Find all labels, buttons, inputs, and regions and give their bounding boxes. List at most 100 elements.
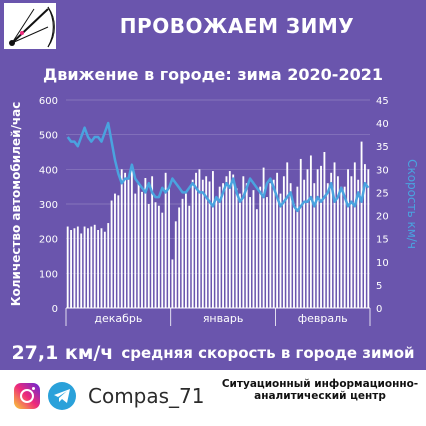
- bar: [252, 190, 255, 308]
- bar: [100, 228, 103, 308]
- bar: [154, 202, 157, 308]
- bar: [330, 172, 333, 308]
- bar: [309, 155, 312, 308]
- bar: [266, 197, 268, 308]
- bar: [97, 230, 100, 308]
- bar: [235, 188, 238, 308]
- bar: [144, 178, 147, 308]
- bar: [293, 204, 295, 308]
- bar: [80, 233, 83, 308]
- bar: [171, 259, 174, 308]
- bar: [353, 162, 356, 308]
- month-label: февраль: [298, 312, 348, 325]
- bar: [120, 169, 123, 308]
- bar: [350, 176, 353, 308]
- bar: [151, 176, 154, 308]
- y2-axis-label: Скорость км/ч: [405, 159, 419, 249]
- y-tick-label: 100: [39, 269, 58, 280]
- compass-logo: [4, 3, 56, 49]
- bar: [313, 183, 316, 308]
- y-tick-label: 600: [39, 96, 58, 107]
- bar: [134, 193, 137, 308]
- bar: [242, 176, 245, 308]
- banner-title: ПРОВОЖАЕМ ЗИМУ: [119, 14, 355, 38]
- y-tick-label: 200: [39, 235, 58, 246]
- y2-tick-label: 40: [376, 119, 389, 130]
- bar: [239, 193, 241, 308]
- bar: [360, 141, 363, 308]
- bar: [137, 183, 140, 308]
- bar: [364, 164, 366, 308]
- bar: [83, 226, 86, 308]
- bar: [333, 162, 336, 308]
- bar: [357, 179, 360, 308]
- bar: [157, 205, 160, 308]
- bar: [66, 226, 69, 308]
- y2-tick-label: 10: [376, 258, 389, 269]
- y2-tick-label: 35: [376, 142, 389, 153]
- bar: [147, 204, 150, 308]
- bar: [218, 186, 221, 308]
- bar: [110, 200, 113, 308]
- bar: [316, 169, 319, 308]
- bar: [168, 188, 170, 308]
- y-tick-label: 400: [39, 165, 58, 176]
- y2-tick-label: 25: [376, 188, 389, 199]
- bar: [141, 191, 143, 308]
- bar: [191, 179, 194, 308]
- bar: [255, 209, 258, 308]
- chart-title: Движение в городе: зима 2020-2021: [43, 65, 383, 84]
- bar: [184, 193, 187, 308]
- bar: [188, 205, 191, 308]
- bar: [117, 195, 120, 308]
- bar: [320, 165, 322, 308]
- bar: [90, 226, 93, 308]
- bar: [124, 172, 127, 308]
- bar: [323, 152, 326, 308]
- bar: [276, 172, 279, 308]
- y2-tick-label: 20: [376, 212, 389, 223]
- traffic-chart: Движение в городе: зима 2020-20210100200…: [9, 65, 419, 326]
- bar: [181, 198, 184, 308]
- bar: [215, 200, 218, 308]
- bar: [245, 183, 248, 308]
- bar: [130, 167, 133, 308]
- bar: [208, 181, 211, 308]
- telegram-icon[interactable]: [48, 382, 76, 410]
- bar: [296, 186, 299, 308]
- bar: [107, 223, 110, 308]
- bar: [201, 179, 204, 308]
- bar: [232, 174, 235, 308]
- bar: [326, 183, 329, 308]
- bar: [205, 176, 208, 308]
- bar: [367, 169, 370, 308]
- bar: [93, 224, 96, 308]
- bar: [73, 228, 76, 308]
- bar: [178, 207, 181, 308]
- y2-tick-label: 0: [376, 304, 382, 315]
- bar: [225, 176, 228, 308]
- bar: [87, 228, 89, 308]
- bar: [262, 167, 265, 308]
- bar: [336, 176, 339, 308]
- y-tick-label: 500: [39, 131, 58, 142]
- bar: [161, 212, 164, 308]
- month-label: январь: [203, 312, 244, 325]
- bar: [343, 186, 346, 308]
- social-handle[interactable]: Compas_71: [88, 384, 205, 408]
- instagram-icon[interactable]: [14, 383, 40, 409]
- bar: [286, 162, 289, 308]
- footer: Compas_71 Ситуационный информационно-ана…: [0, 370, 426, 426]
- summary: 27,1 км/ч средняя скорость в городе зимо…: [0, 338, 426, 368]
- y-tick-label: 300: [39, 200, 58, 211]
- bar: [272, 179, 275, 308]
- y-tick-label: 0: [52, 304, 58, 315]
- bar: [114, 193, 116, 308]
- organization-name: Ситуационный информационно-аналитический…: [221, 378, 419, 402]
- bar: [306, 169, 309, 308]
- bar: [228, 171, 231, 308]
- bar: [347, 169, 349, 308]
- average-speed-caption: средняя скорость в городе зимой: [121, 344, 415, 362]
- bar: [340, 186, 343, 308]
